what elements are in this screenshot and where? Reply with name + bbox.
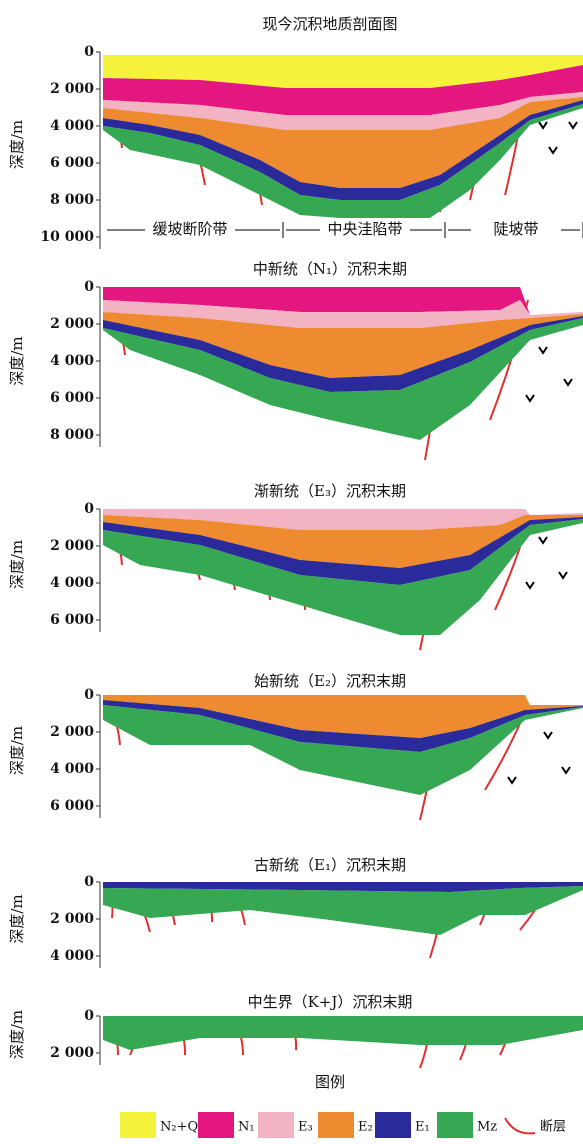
volcanic-symbol — [548, 146, 558, 155]
zone-label-bg — [145, 220, 235, 240]
y-axis-label: 深度/m — [8, 336, 26, 385]
stratum — [103, 287, 583, 315]
zone-label-bg — [320, 220, 410, 240]
y-tick-label: 2 000 — [50, 316, 94, 332]
volcanic-symbol — [561, 766, 571, 775]
volcanic-symbol — [563, 378, 573, 387]
legend-label: Mz — [477, 1120, 497, 1135]
legend-fault-symbol — [504, 1117, 536, 1135]
y-axis-label: 深度/m — [8, 894, 26, 943]
stratum — [103, 705, 583, 795]
legend-label: 断层 — [540, 1120, 566, 1135]
legend-swatch — [198, 1112, 234, 1138]
stratum — [103, 104, 583, 218]
legend-swatch — [258, 1112, 294, 1138]
stratum — [103, 300, 583, 328]
y-tick-label: 10 000 — [40, 229, 94, 245]
legend-label: E₃ — [298, 1120, 313, 1135]
y-tick-label: 0 — [84, 44, 94, 60]
y-tick-label: 2 000 — [50, 1045, 94, 1061]
zone-label-bg — [471, 220, 561, 240]
y-tick-label: 2 000 — [50, 724, 94, 740]
legend-swatch — [437, 1112, 473, 1138]
y-tick-label: 4 000 — [50, 575, 94, 591]
y-tick-label: 0 — [84, 501, 94, 517]
stratum — [103, 519, 583, 635]
stratum — [103, 312, 583, 378]
legend-swatch — [375, 1112, 411, 1138]
stratum — [103, 318, 583, 440]
y-tick-label: 6 000 — [50, 390, 94, 406]
y-tick-label: 0 — [84, 874, 94, 890]
volcanic-symbol — [543, 731, 553, 740]
stratum — [103, 517, 583, 585]
stratum — [103, 509, 583, 530]
y-tick-label: 0 — [84, 1008, 94, 1024]
legend-swatch — [120, 1112, 156, 1138]
stratum — [103, 100, 583, 200]
stratum — [103, 65, 583, 115]
stratum — [103, 97, 583, 188]
volcanic-symbol — [538, 346, 548, 355]
y-tick-label: 2 000 — [50, 81, 94, 97]
y-tick-label: 4 000 — [50, 948, 94, 964]
zone-label: 陡坡带 — [493, 220, 538, 238]
volcanic-symbol — [525, 394, 535, 403]
volcanic-symbol — [538, 536, 548, 545]
panel-title: 现今沉积地质剖面图 — [262, 15, 397, 33]
panel-title: 中新统（N₁）沉积末期 — [253, 260, 407, 278]
y-axis-label: 深度/m — [8, 726, 26, 775]
y-tick-label: 6 000 — [50, 155, 94, 171]
y-axis-label: 深度/m — [8, 540, 26, 589]
stratum — [103, 92, 583, 130]
zone-label: 缓坡断阶带 — [152, 220, 227, 238]
volcanic-symbol — [568, 121, 578, 130]
y-tick-label: 6 000 — [50, 798, 94, 814]
stratum — [103, 515, 583, 568]
volcanic-symbol — [525, 581, 535, 590]
y-tick-label: 8 000 — [50, 427, 94, 443]
y-tick-label: 0 — [84, 687, 94, 703]
legend-label: N₂+Q — [160, 1120, 198, 1135]
legend-label: E₁ — [415, 1120, 430, 1135]
y-tick-label: 0 — [84, 279, 94, 295]
y-tick-label: 8 000 — [50, 192, 94, 208]
panel-title: 始新统（E₂）沉积末期 — [254, 672, 406, 690]
y-tick-label: 6 000 — [50, 612, 94, 628]
stratum — [103, 695, 583, 738]
legend: N₂+Q N₁ E₃ E₂ E₁ Mz 断层 — [120, 1112, 566, 1138]
volcanic-symbol — [507, 776, 517, 785]
legend-title: 图例 — [315, 1073, 345, 1091]
y-tick-label: 2 000 — [50, 538, 94, 554]
panel-title: 古新统（E₁）沉积末期 — [254, 856, 406, 874]
stratum — [103, 1016, 583, 1050]
legend-label: E₂ — [358, 1120, 373, 1135]
y-tick-label: 4 000 — [50, 353, 94, 369]
y-tick-label: 4 000 — [50, 118, 94, 134]
legend-label: N₁ — [238, 1120, 255, 1135]
legend-swatch — [318, 1112, 354, 1138]
stratum — [103, 886, 583, 935]
y-tick-label: 2 000 — [50, 911, 94, 927]
stratum — [103, 882, 583, 892]
stratum — [103, 700, 583, 752]
y-axis-label: 深度/m — [8, 1010, 26, 1059]
y-axis-label: 深度/m — [8, 120, 26, 169]
y-tick-label: 4 000 — [50, 761, 94, 777]
zone-label: 中央洼陷带 — [327, 220, 402, 238]
stratum — [103, 55, 583, 88]
panel-title: 渐新统（E₃）沉积末期 — [254, 482, 406, 500]
panel-title: 中生界（K+J）沉积末期 — [248, 993, 413, 1011]
volcanic-symbol — [558, 571, 568, 580]
volcanic-symbol — [538, 121, 548, 130]
